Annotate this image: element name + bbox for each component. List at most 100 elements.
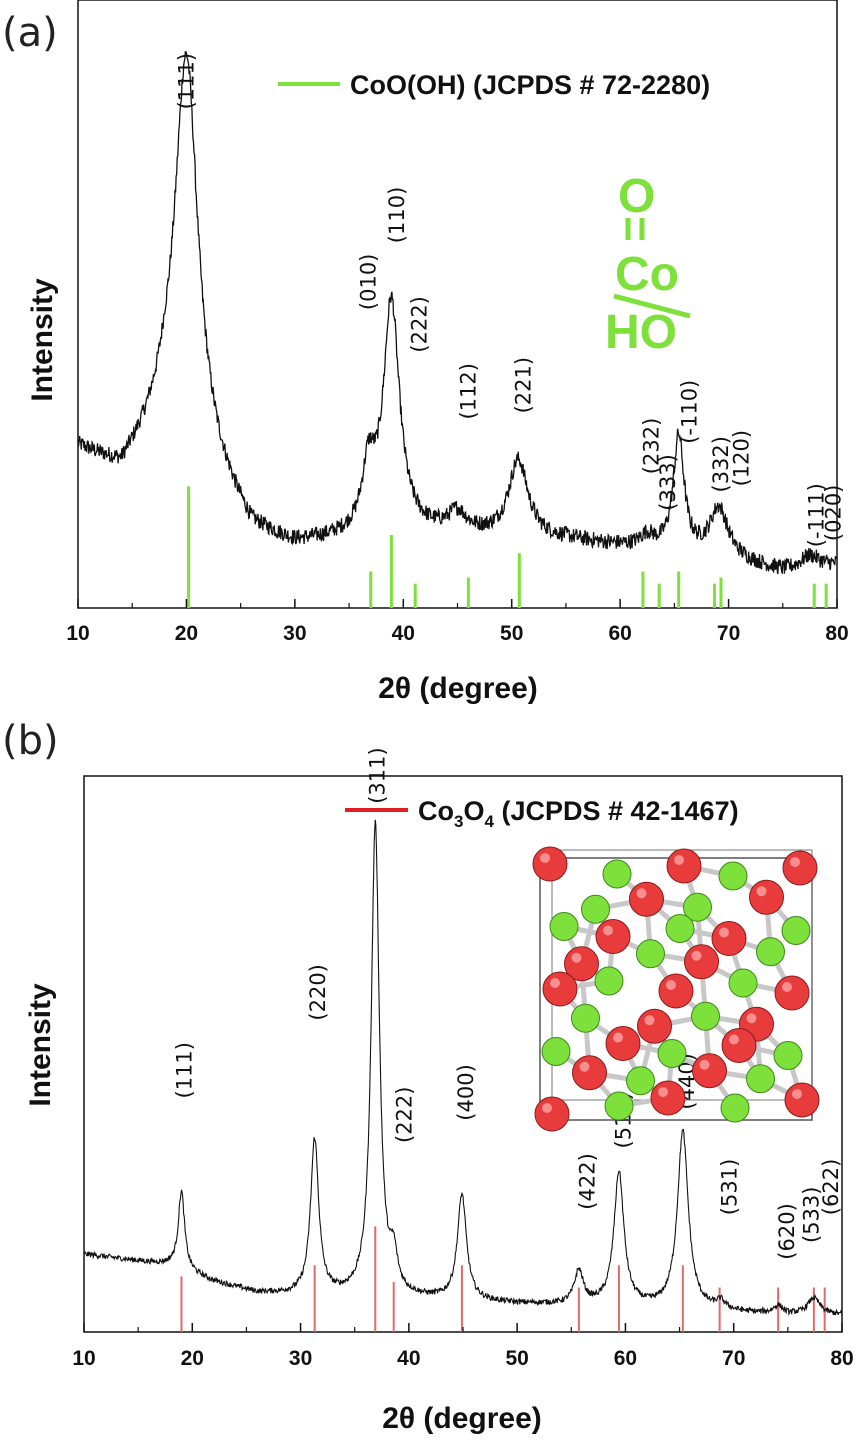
panel-b-peak-label: (222) xyxy=(393,1087,417,1143)
panel-b-letter: (b) xyxy=(2,718,59,764)
co-atom xyxy=(720,1093,750,1123)
o-atom xyxy=(534,1096,570,1132)
panel-a-legend-label: CoO(OH) (JCPDS # 72-2280) xyxy=(350,70,710,100)
o-atom-highlight xyxy=(792,1089,802,1099)
panel-a-peak-label: (-111) xyxy=(804,483,828,547)
co-atom xyxy=(636,939,665,969)
panel-b-legend: Co3O4 (JCPDS # 42-1467) xyxy=(345,796,739,831)
panel-b-peak-label: (400) xyxy=(454,1064,478,1120)
o-atom-highlight xyxy=(729,1034,739,1045)
panel-b-x-tick-label: 40 xyxy=(397,1347,420,1370)
co-atom xyxy=(581,894,610,924)
o-atom xyxy=(711,921,747,956)
panel-a-x-tick-label: 50 xyxy=(500,622,523,645)
o-atom xyxy=(666,848,702,884)
o-atom xyxy=(684,944,719,980)
single-bond xyxy=(613,293,691,319)
panel-a-x-axis: 10 20 30 40 50 60 70 80 xyxy=(66,599,849,645)
co-atom xyxy=(549,912,579,941)
o-atom xyxy=(637,1008,672,1044)
o-atom-highlight xyxy=(746,1013,757,1024)
co-atom xyxy=(665,914,695,943)
panel-b-legend-label: Co3O4 (JCPDS # 42-1467) xyxy=(418,796,739,831)
o-atom xyxy=(692,1053,727,1089)
panel-a-xrd-trace xyxy=(77,51,838,575)
panel-b-x-tick-label: 10 xyxy=(72,1347,95,1370)
panel-a-peak-label: (120) xyxy=(730,430,754,486)
co-atom xyxy=(602,859,632,889)
o-atom-highlight xyxy=(666,980,676,990)
panel-a-peak-label: (010) xyxy=(357,254,381,310)
o-atom xyxy=(532,846,568,882)
panel-b-x-axis-title: 2θ (degree) xyxy=(382,1402,542,1435)
co-atom xyxy=(728,968,758,998)
panel-b-x-tick-label: 60 xyxy=(614,1347,637,1370)
co-atom xyxy=(781,916,811,945)
o-atom-highlight xyxy=(579,1061,590,1072)
o-atom xyxy=(650,1080,686,1116)
co-atom xyxy=(746,1064,775,1094)
o-atom-highlight xyxy=(540,853,550,863)
co3o4-crystal-structure-inset xyxy=(532,846,820,1132)
panel-a-peak-label: (020) xyxy=(822,485,846,541)
o-atom-highlight xyxy=(571,952,582,963)
panel-a-x-axis-title: 2θ (degree) xyxy=(378,672,538,705)
panel-b-y-axis-title: Intensity xyxy=(24,983,57,1107)
panel-a-letter: (a) xyxy=(2,10,58,56)
panel-b-peak-label: (620) xyxy=(775,1203,799,1259)
co-atom xyxy=(683,892,712,922)
panel-a-peak-label: (222) xyxy=(408,296,432,352)
structure-o-label: O xyxy=(618,170,655,223)
o-atom-highlight xyxy=(603,925,613,936)
co-atom xyxy=(541,1037,571,1066)
structure-co-label: Co xyxy=(615,248,679,301)
panel-a-peak-label: (111) xyxy=(174,53,198,109)
o-atom xyxy=(774,975,810,1011)
panel-b-x-tick-label: 70 xyxy=(722,1347,745,1370)
panel-a-peak-labels: (111) (010)(110) (222) (112) (221) (232)(333)… xyxy=(174,53,845,547)
co-atom xyxy=(718,861,748,891)
o-atom-highlight xyxy=(790,857,800,867)
o-atom xyxy=(782,850,818,886)
panel-b-peak-label: (622) xyxy=(819,1159,843,1215)
panel-b-peak-label: (311) xyxy=(366,747,390,803)
panel-a-peak-label: (332) xyxy=(709,436,733,492)
co-atom xyxy=(594,966,624,996)
panel-b-peak-label: (422) xyxy=(576,1153,600,1209)
panel-a-y-axis-title: Intensity xyxy=(26,278,59,402)
o-atom xyxy=(595,919,631,954)
o-atom xyxy=(721,1028,757,1063)
co-atom xyxy=(604,1091,634,1121)
panel-a-x-tick-label: 10 xyxy=(66,622,89,645)
o-atom-highlight xyxy=(542,1103,552,1113)
panel-b-peak-label: (531) xyxy=(717,1159,741,1215)
o-atom-highlight xyxy=(756,886,767,897)
panel-a-peak-label: (333) xyxy=(656,454,680,510)
o-atom xyxy=(658,973,694,1009)
panel-b: (b) 10 20 30 40 50 60 70 80 (111) (220) (311) (222… xyxy=(2,718,854,1435)
o-atom-highlight xyxy=(674,855,684,865)
o-atom-highlight xyxy=(782,982,792,992)
o-atom xyxy=(605,1026,641,1061)
o-atom xyxy=(542,971,578,1007)
o-atom-highlight xyxy=(644,1015,655,1026)
o-atom xyxy=(572,1055,607,1091)
co-atom xyxy=(626,1066,655,1096)
panel-a-x-tick-label: 70 xyxy=(717,622,740,645)
panel-a-x-tick-label: 80 xyxy=(825,622,848,645)
panel-a-x-tick-label: 60 xyxy=(608,622,631,645)
panel-a-peak-label: (232) xyxy=(640,418,664,474)
panel-b-x-tick-label: 20 xyxy=(181,1347,204,1370)
panel-b-x-tick-label: 80 xyxy=(830,1347,853,1370)
panel-a-peak-label: (-110) xyxy=(678,380,702,444)
co-atom xyxy=(756,937,785,967)
co-atom xyxy=(773,1041,803,1070)
panel-a-peak-label: (110) xyxy=(385,187,409,243)
o-atom-highlight xyxy=(699,1059,710,1070)
structure-ho-label: HO xyxy=(605,306,677,359)
panel-a-reference-pattern xyxy=(187,486,828,608)
o-atom xyxy=(629,881,664,917)
panel-a-x-tick-label: 30 xyxy=(283,622,306,645)
o-atom-highlight xyxy=(636,888,647,899)
panel-b-peak-label: (111) xyxy=(173,1042,197,1098)
